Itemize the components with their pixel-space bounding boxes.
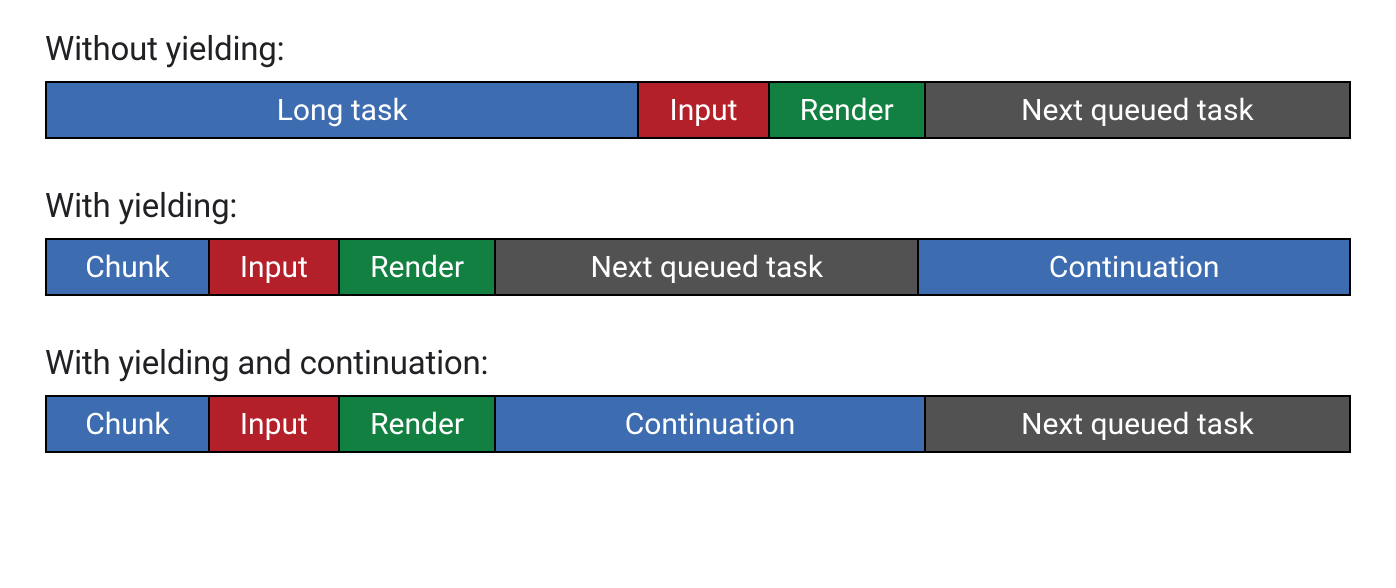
timeline-segment: Long task xyxy=(47,83,639,137)
diagram-root: Without yielding:Long taskInputRenderNex… xyxy=(45,30,1351,453)
diagram-section: With yielding and continuation: ChunkInpu… xyxy=(45,344,1351,453)
timeline-segment: Input xyxy=(210,397,340,451)
timeline-segment: Input xyxy=(639,83,769,137)
timeline-segment: Input xyxy=(210,240,340,294)
section-title: With yielding and continuation: xyxy=(45,344,1351,383)
timeline-segment: Next queued task xyxy=(926,397,1349,451)
timeline-segment: Continuation xyxy=(496,397,926,451)
timeline-segment: Render xyxy=(340,397,496,451)
timeline-segment: Next queued task xyxy=(926,83,1349,137)
timeline-segment: Next queued task xyxy=(496,240,919,294)
timeline-segment: Render xyxy=(770,83,926,137)
timeline-segment: Chunk xyxy=(47,397,210,451)
timeline-segment: Chunk xyxy=(47,240,210,294)
section-title: With yielding: xyxy=(45,187,1351,226)
timeline-segment: Continuation xyxy=(919,240,1349,294)
section-title: Without yielding: xyxy=(45,30,1351,69)
diagram-section: Without yielding: Long taskInputRenderNex… xyxy=(45,30,1351,139)
timeline-bar: Long taskInputRenderNext queued task xyxy=(45,81,1351,139)
timeline-segment: Render xyxy=(340,240,496,294)
timeline-bar: ChunkInputRenderContinuationNext queued … xyxy=(45,395,1351,453)
timeline-bar: ChunkInputRenderNext queued taskContinua… xyxy=(45,238,1351,296)
diagram-section: With yielding: ChunkInputRenderNext queue… xyxy=(45,187,1351,296)
